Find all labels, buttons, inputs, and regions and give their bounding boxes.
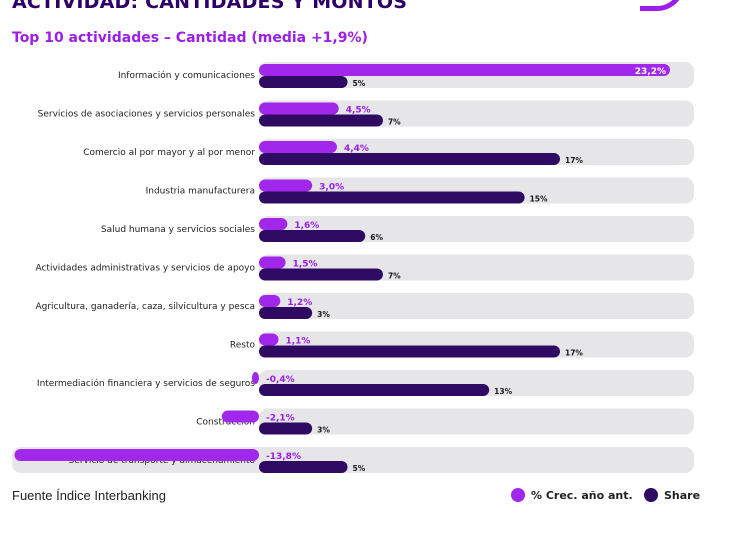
chart-subtitle: Top 10 actividades – Cantidad (media +1,… — [12, 30, 368, 46]
legend-growth-label: % Crec. año ant. — [531, 488, 633, 502]
growth-value-label: 3,0% — [319, 183, 344, 193]
share-bar — [259, 114, 383, 127]
category-label: Resto — [230, 341, 256, 351]
growth-bar — [259, 141, 337, 153]
bar-track — [259, 216, 694, 242]
legend-growth-swatch — [511, 488, 525, 502]
share-bar — [259, 307, 313, 319]
share-bar — [259, 268, 383, 281]
growth-bar — [14, 449, 259, 461]
growth-bar — [259, 218, 288, 230]
growth-value-label: -13,8% — [266, 452, 301, 462]
growth-bar — [259, 179, 313, 192]
growth-value-label: 4,5% — [346, 106, 371, 116]
share-value-label: 17% — [565, 156, 583, 165]
growth-value-label: 23,2% — [635, 67, 666, 77]
share-bar — [259, 345, 560, 358]
bar-chart: Información y comunicaciones 23,2% 5% Servi… — [12, 62, 694, 473]
share-value-label: 17% — [565, 349, 583, 358]
share-value-label: 7% — [388, 272, 401, 281]
growth-value-label: 1,2% — [287, 298, 312, 308]
share-value-label: 13% — [494, 387, 512, 396]
category-label: Servicios de asociaciones y servicios pe… — [38, 110, 256, 120]
growth-bar — [221, 410, 259, 423]
growth-value-label: 4,4% — [344, 144, 369, 154]
growth-value-label: -2,1% — [266, 414, 295, 424]
growth-value-label: 1,6% — [294, 221, 319, 231]
share-value-label: 3% — [317, 426, 330, 435]
category-label: Industria manufacturera — [146, 187, 255, 197]
category-label: Agricultura, ganadería, caza, silvicultu… — [35, 302, 255, 312]
legend-share-label: Share — [664, 488, 701, 502]
category-label: Información y comunicaciones — [118, 70, 255, 81]
growth-value-label: -0,4% — [266, 375, 295, 385]
share-bar — [259, 230, 366, 242]
growth-bar — [259, 102, 339, 115]
chart-title: ACTIVIDAD: CANTIDADES Y MONTOS — [12, 0, 408, 13]
share-value-label: 15% — [530, 195, 548, 204]
bar-track — [259, 408, 694, 435]
share-value-label: 5% — [353, 464, 366, 473]
growth-value-label: 1,1% — [285, 337, 310, 347]
share-value-label: 3% — [317, 310, 330, 319]
bar-track — [259, 293, 694, 319]
legend-share-swatch — [644, 488, 658, 502]
growth-bar — [259, 64, 670, 76]
growth-bar — [259, 256, 286, 269]
share-value-label: 6% — [370, 233, 383, 242]
share-bar — [259, 76, 348, 88]
growth-bar — [251, 372, 259, 384]
share-value-label: 5% — [353, 79, 366, 88]
share-value-label: 7% — [388, 118, 401, 127]
category-label: Salud humana y servicios sociales — [101, 225, 255, 235]
share-bar — [259, 384, 490, 396]
share-bar — [259, 153, 560, 165]
category-label: Actividades administrativas y servicios … — [35, 264, 255, 274]
share-bar — [259, 422, 313, 435]
source-note: Fuente Índice Interbanking — [12, 488, 166, 503]
growth-bar — [259, 333, 279, 346]
growth-value-label: 1,5% — [293, 260, 318, 270]
category-label: Comercio al por mayor y al por menor — [83, 148, 255, 158]
share-bar — [259, 461, 348, 473]
category-label: Intermediación financiera y servicios de… — [37, 378, 255, 389]
share-bar — [259, 191, 525, 204]
legend-item-growth: % Crec. año ant. — [511, 488, 633, 502]
legend-item-share: Share — [644, 488, 700, 502]
growth-bar — [259, 295, 281, 307]
